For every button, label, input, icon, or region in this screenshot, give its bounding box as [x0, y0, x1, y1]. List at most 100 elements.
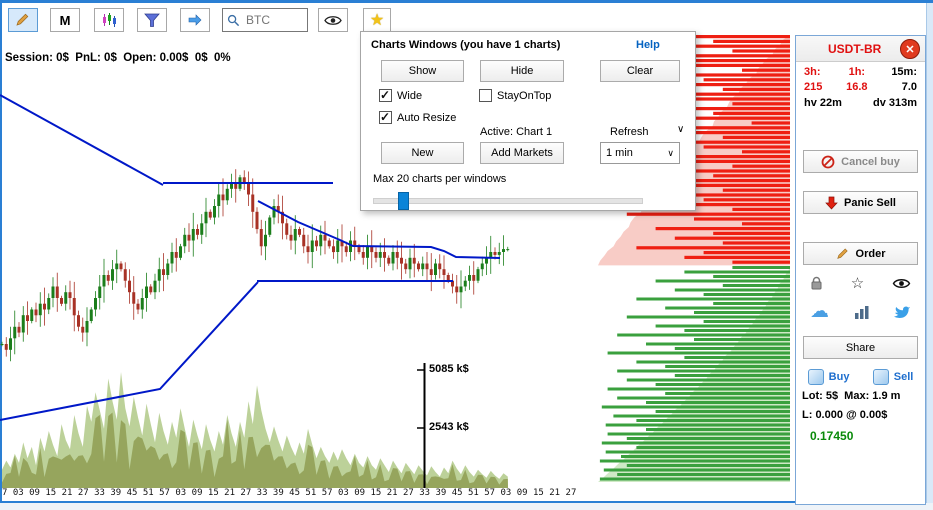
filter-button[interactable] — [137, 8, 167, 32]
right-scrollbar[interactable] — [926, 3, 933, 503]
candlestick-icon — [103, 12, 116, 27]
stat-1h-value: 16.8 — [846, 81, 868, 93]
last-price: 0.17450 — [810, 429, 854, 443]
chart-style-button[interactable] — [94, 8, 124, 32]
wide-checkbox[interactable]: Wide — [379, 88, 423, 102]
hide-button[interactable]: Hide — [480, 60, 564, 82]
search-icon — [227, 14, 240, 26]
buy-sell-row: Buy Sell — [796, 369, 925, 385]
watch-button[interactable] — [318, 8, 348, 32]
panic-sell-button[interactable]: Panic Sell — [803, 191, 918, 214]
panic-sell-label: Panic Sell — [844, 196, 896, 209]
new-button[interactable]: New — [381, 142, 464, 164]
stayontop-checkbox[interactable]: StayOnTop — [479, 89, 551, 102]
filter-icon — [144, 13, 160, 27]
favorites-button[interactable]: ★ — [363, 8, 391, 32]
stat-3h-label: 3h: — [804, 66, 821, 78]
add-markets-button[interactable]: Add Markets — [480, 142, 564, 164]
share-label: Share — [845, 341, 876, 354]
volume-tick-upper: 5085 k$ — [429, 363, 469, 375]
refresh-chevron-icon[interactable]: ∨ — [677, 124, 685, 135]
panel-header: USDT-BR ✕ — [796, 36, 925, 62]
symbol-search[interactable] — [222, 8, 308, 32]
close-panel-button[interactable]: ✕ — [900, 39, 920, 59]
order-label: Order — [855, 247, 886, 260]
clear-button[interactable]: Clear — [600, 60, 680, 82]
twitter-icon[interactable] — [894, 305, 911, 319]
share-button[interactable]: Share — [803, 336, 918, 359]
window-footer-strip — [0, 503, 933, 510]
lock-icon[interactable] — [810, 276, 823, 291]
charts-count-slider[interactable] — [373, 192, 643, 210]
wide-checkbox-label: Wide — [397, 89, 423, 102]
sell-label: Sell — [893, 371, 914, 383]
clear-button-label: Clear — [626, 65, 654, 77]
arrow-right-icon — [188, 14, 202, 26]
orderbook-area[interactable] — [598, 35, 790, 483]
chevron-down-icon: ∨ — [667, 147, 674, 158]
stayontop-checkbox-label: StayOnTop — [497, 89, 552, 102]
buy-button[interactable]: Buy — [807, 369, 850, 385]
charts-slider-thumb[interactable] — [398, 192, 410, 210]
volume-tick-lower: 2543 k$ — [429, 421, 469, 433]
trade-panel: USDT-BR ✕ 3h: 215 1h: 16.8 15m: 7.0 hv 2… — [795, 35, 926, 505]
window-left-border — [0, 0, 2, 510]
interval-select-value: 1 min — [606, 147, 633, 159]
buy-cube-icon — [807, 369, 824, 385]
stat-15m-value: 7.0 — [901, 81, 917, 93]
search-input[interactable] — [244, 12, 303, 28]
dialog-title: Charts Windows (you have 1 charts) — [371, 39, 561, 51]
sell-cube-icon — [872, 369, 889, 385]
stayontop-checkbox-box[interactable] — [479, 89, 492, 102]
cancel-buy-button[interactable]: Cancel buy — [803, 150, 918, 173]
pencil-icon — [16, 13, 29, 26]
order-button[interactable]: Order — [803, 242, 918, 265]
price-chart-area[interactable]: 5085 k$ 2543 k$ — [0, 60, 600, 490]
eye-icon[interactable] — [892, 277, 911, 290]
candles-volume-chart[interactable] — [0, 60, 600, 490]
active-chart-label: Active: Chart 1 — [480, 126, 553, 138]
hv-dv-row: hv 22m dv 313m — [796, 93, 925, 113]
autoresize-checkbox-label: Auto Resize — [397, 111, 457, 124]
down-arrow-icon — [825, 196, 838, 210]
forward-button[interactable] — [180, 8, 210, 32]
show-button-label: Show — [408, 65, 437, 77]
show-button[interactable]: Show — [381, 60, 464, 82]
pair-title: USDT-BR — [828, 41, 882, 56]
cancel-buy-label: Cancel buy — [841, 155, 900, 168]
orderbook-depth-chart[interactable] — [598, 35, 790, 483]
autoresize-checkbox-box[interactable] — [379, 110, 392, 124]
dv-value: dv 313m — [872, 97, 917, 109]
m-button[interactable]: M — [50, 8, 80, 32]
hv-value: hv 22m — [804, 97, 842, 109]
wide-checkbox-box[interactable] — [379, 88, 392, 102]
refresh-label: Refresh — [610, 126, 649, 138]
max-charts-note: Max 20 charts per windows — [373, 173, 507, 185]
star-outline-icon[interactable]: ☆ — [850, 275, 865, 292]
m-button-label: M — [59, 12, 71, 28]
position-info: L: 0.000 @ 0.00$ — [802, 409, 888, 421]
interval-select[interactable]: 1 min ∨ — [600, 142, 680, 164]
panel-icon-row-1: ☆ — [796, 274, 925, 292]
stat-1h-label: 1h: — [848, 66, 866, 78]
bar-chart-icon[interactable] — [854, 305, 870, 319]
window-bottom-border — [0, 501, 933, 503]
charts-windows-dialog: Charts Windows (you have 1 charts) Help … — [360, 31, 696, 211]
cloud-icon[interactable]: ☁ — [810, 301, 829, 322]
buy-label: Buy — [828, 371, 850, 383]
new-button-label: New — [411, 147, 434, 159]
autoresize-checkbox[interactable]: Auto Resize — [379, 110, 457, 124]
time-axis-labels: 7 03 09 15 21 27 33 39 45 51 57 03 09 15… — [2, 488, 577, 498]
stat-15m-label: 15m: — [891, 66, 917, 78]
volatility-stats: 3h: 215 1h: 16.8 15m: 7.0 — [796, 62, 925, 93]
panel-icon-row-2: ☁ — [796, 301, 925, 322]
help-link[interactable]: Help — [636, 39, 660, 51]
window-top-border — [0, 0, 933, 3]
sell-button[interactable]: Sell — [872, 369, 914, 385]
add-markets-button-label: Add Markets — [491, 147, 553, 159]
star-icon: ★ — [369, 12, 385, 29]
edit-button[interactable] — [8, 8, 38, 32]
hide-button-label: Hide — [510, 65, 534, 77]
eye-icon — [324, 15, 342, 25]
stat-3h-value: 215 — [804, 81, 823, 93]
